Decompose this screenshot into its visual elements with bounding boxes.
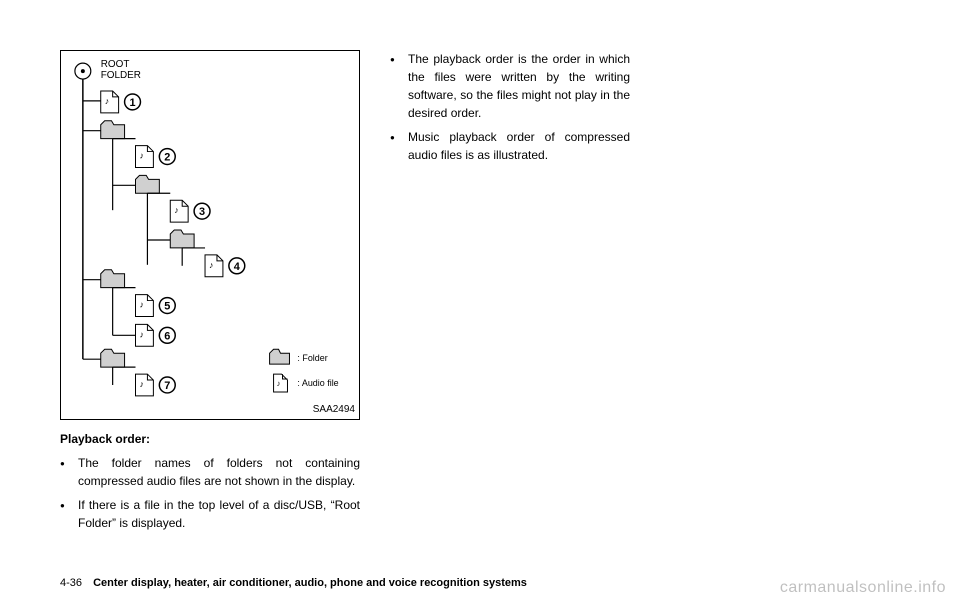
left-column: ROOTFOLDER ♪ 1 ♪ 2 ♪ 3 ♪ 4 ♪ 5 ♪ 6 ♪ 7 : Folder ♪ : Audio… xyxy=(60,50,360,538)
bullet-item: The folder names of folders not containi… xyxy=(60,454,360,490)
page-content: ROOTFOLDER ♪ 1 ♪ 2 ♪ 3 ♪ 4 ♪ 5 ♪ 6 ♪ 7 : Folder ♪ : Audio… xyxy=(0,0,960,568)
spacer-column xyxy=(660,50,900,538)
diagram-svg: ROOTFOLDER ♪ 1 ♪ 2 ♪ 3 ♪ 4 ♪ 5 ♪ 6 ♪ 7 : Folder ♪ : Audio… xyxy=(61,51,359,419)
svg-text:♪: ♪ xyxy=(105,96,109,106)
svg-text:♪: ♪ xyxy=(139,329,143,339)
svg-text:6: 6 xyxy=(164,330,170,342)
bullet-text: The folder names of folders not containi… xyxy=(78,454,360,490)
playback-order-heading: Playback order: xyxy=(60,430,360,448)
watermark: carmanualsonline.info xyxy=(780,579,946,597)
bullet-dot-icon xyxy=(390,50,408,122)
svg-text:: Folder: : Folder xyxy=(297,353,327,363)
svg-text:4: 4 xyxy=(234,261,240,273)
svg-text:♪: ♪ xyxy=(139,151,143,161)
page-number: 4-36 xyxy=(60,577,82,589)
svg-text:♪: ♪ xyxy=(139,300,143,310)
folder-tree-diagram: ROOTFOLDER ♪ 1 ♪ 2 ♪ 3 ♪ 4 ♪ 5 ♪ 6 ♪ 7 : Folder ♪ : Audio… xyxy=(60,50,360,420)
svg-text:♪: ♪ xyxy=(209,260,213,270)
svg-text:FOLDER: FOLDER xyxy=(101,70,141,81)
bullet-item: Music playback order of compressed audio… xyxy=(390,128,630,164)
right-column: The playback order is the order in which… xyxy=(390,50,630,538)
bullet-dot-icon xyxy=(60,496,78,532)
bullet-text: Music playback order of compressed audio… xyxy=(408,128,630,164)
bullet-dot-icon xyxy=(60,454,78,490)
svg-text:7: 7 xyxy=(164,380,170,392)
svg-text:ROOT: ROOT xyxy=(101,59,130,70)
bullet-text: The playback order is the order in which… xyxy=(408,50,630,122)
svg-text:5: 5 xyxy=(164,301,170,313)
svg-text:♪: ♪ xyxy=(277,379,281,388)
page-footer: 4-36 Center display, heater, air conditi… xyxy=(60,577,527,589)
svg-text:1: 1 xyxy=(129,97,135,109)
svg-text:: Audio file: : Audio file xyxy=(297,378,338,388)
diagram-code: SAA2494 xyxy=(313,402,355,417)
svg-text:2: 2 xyxy=(164,152,170,164)
svg-text:♪: ♪ xyxy=(139,379,143,389)
svg-text:3: 3 xyxy=(199,206,205,218)
bullet-text: If there is a file in the top level of a… xyxy=(78,496,360,532)
svg-text:♪: ♪ xyxy=(174,205,178,215)
bullet-dot-icon xyxy=(390,128,408,164)
bullet-item: If there is a file in the top level of a… xyxy=(60,496,360,532)
section-title: Center display, heater, air conditioner,… xyxy=(93,577,527,589)
bullet-item: The playback order is the order in which… xyxy=(390,50,630,122)
